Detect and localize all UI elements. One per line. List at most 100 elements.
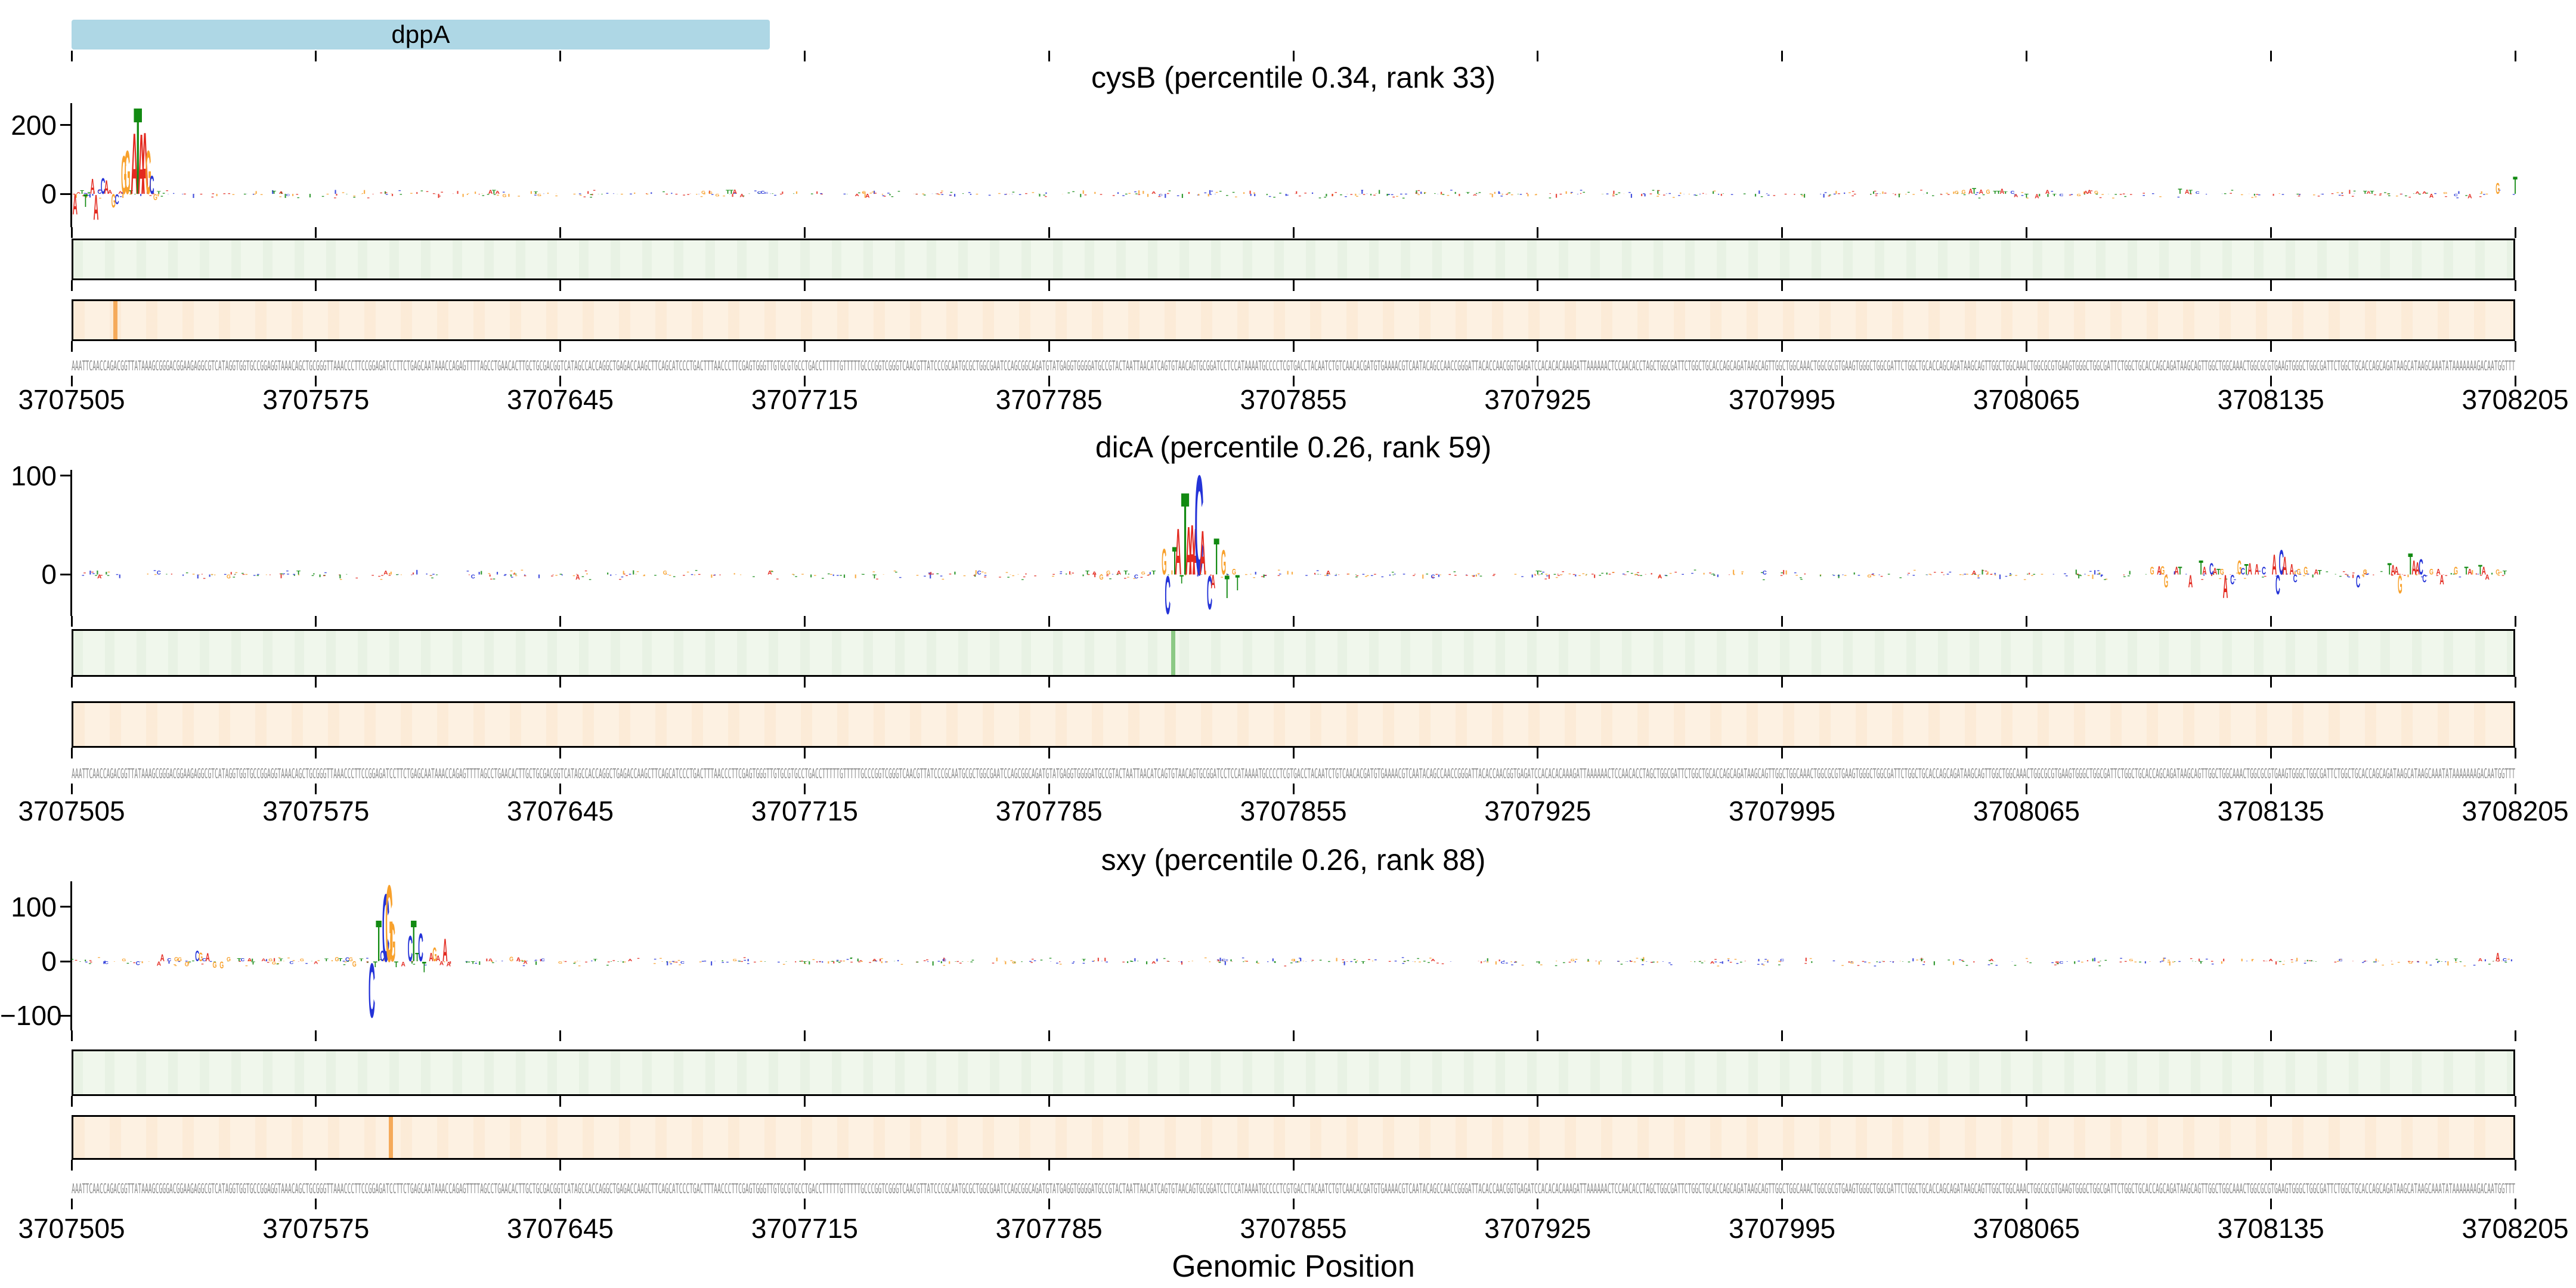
- logo-letter-G: G: [2094, 190, 2098, 195]
- logo-noise-speck: [1414, 961, 1416, 962]
- x-tick: [1537, 1199, 1539, 1209]
- logo-letter-C: C: [418, 925, 423, 970]
- x-tick: [1048, 784, 1050, 794]
- x-tick: [1781, 616, 1784, 627]
- x-tick: [1292, 784, 1295, 794]
- logo-noise-speck: [2144, 961, 2146, 964]
- logo-noise-speck: [1122, 195, 1125, 196]
- logo-noise-speck: [1297, 961, 1299, 962]
- logo-noise-speck: [927, 961, 929, 962]
- logo-noise-speck: [1526, 193, 1528, 194]
- logo-noise-speck: [876, 578, 878, 580]
- logo-noise-speck: [771, 571, 773, 572]
- logo-noise-speck: [2075, 569, 2077, 575]
- logo-noise-speck: [2099, 197, 2102, 199]
- logo-noise-speck: [1082, 962, 1085, 964]
- logo-noise-speck: [188, 961, 190, 964]
- logo-noise-speck: [785, 961, 787, 962]
- logo-noise-speck: [949, 194, 952, 196]
- x-tick: [2025, 1199, 2027, 1209]
- logo-noise-speck: [832, 574, 834, 576]
- logo-letter-A: A: [1151, 191, 1156, 194]
- logo-noise-speck: [2334, 574, 2336, 575]
- x-tick: [1537, 748, 1539, 758]
- gene-annotation-dppA[interactable]: dppA: [72, 20, 770, 49]
- y-tick: [60, 573, 70, 575]
- logo-noise-speck: [521, 569, 524, 571]
- logo-noise-speck: [1625, 574, 1627, 575]
- logo-noise-speck: [1363, 194, 1366, 195]
- logo-noise-speck: [2342, 571, 2345, 572]
- logo-noise-speck: [1823, 194, 1825, 198]
- logo-noise-speck: [1641, 194, 1643, 196]
- logo-letter-G: G: [112, 191, 116, 212]
- logo-noise-speck: [257, 574, 259, 575]
- logo-noise-speck: [1424, 192, 1426, 193]
- logo-noise-speck: [280, 191, 283, 194]
- logo-noise-speck: [819, 961, 821, 962]
- logo-noise-speck: [364, 190, 366, 194]
- logo-letter-A: A: [90, 175, 95, 199]
- logo-noise-speck: [1209, 961, 1210, 962]
- logo-noise-speck: [1757, 964, 1760, 965]
- logo-noise-speck: [429, 575, 432, 577]
- logo-noise-speck: [2100, 574, 2103, 577]
- logo-noise-speck: [1210, 574, 1212, 576]
- x-tick: [559, 1160, 562, 1171]
- logo-noise-speck: [1693, 569, 1696, 571]
- x-tick: [2025, 616, 2027, 627]
- logo-noise-speck: [367, 197, 370, 199]
- logo-letter-T: T: [296, 570, 301, 576]
- x-tick: [803, 1030, 806, 1041]
- logo-noise-speck: [2159, 196, 2162, 197]
- logo-noise-speck: [99, 197, 101, 199]
- logo-noise-speck: [637, 958, 640, 959]
- logo-noise-speck: [1436, 962, 1439, 964]
- x-tick: [1781, 1096, 1784, 1107]
- logo-noise-speck: [575, 574, 578, 575]
- logo-noise-speck: [1163, 958, 1166, 959]
- logo-letter-C: C: [761, 190, 765, 194]
- logo-noise-speck: [2129, 194, 2132, 195]
- logo-noise-speck: [795, 191, 798, 194]
- logo-noise-speck: [2460, 961, 2462, 962]
- x-tick: [2025, 280, 2027, 291]
- logo-letter-A: A: [442, 933, 448, 969]
- logo-letter-A: A: [488, 190, 493, 196]
- logo-noise-speck: [1072, 191, 1075, 193]
- logo-letter-T: T: [1172, 539, 1178, 584]
- logo-noise-speck: [1361, 190, 1363, 194]
- logo-letter-T: T: [1535, 570, 1540, 576]
- logo-noise-speck: [535, 961, 537, 965]
- logo-noise-speck: [1253, 192, 1255, 194]
- x-tick: [1537, 1030, 1539, 1041]
- logo-noise-speck: [1440, 191, 1442, 194]
- x-tick-label: 3708065: [1973, 384, 2080, 415]
- logo-noise-speck: [930, 574, 931, 579]
- logo-noise-speck: [2077, 574, 2079, 575]
- logo-noise-speck: [1230, 959, 1232, 962]
- logo-noise-speck: [1690, 961, 1692, 962]
- logo-noise-speck: [1134, 958, 1136, 962]
- logo-noise-speck: [1316, 570, 1319, 571]
- x-tick: [2514, 616, 2516, 627]
- logo-noise-speck: [1010, 574, 1011, 575]
- logo-noise-speck: [1962, 961, 1965, 962]
- x-tick: [2514, 376, 2516, 386]
- logo-noise-speck: [1356, 196, 1358, 197]
- logo-noise-speck: [1335, 192, 1337, 193]
- x-tick: [70, 1030, 73, 1041]
- logo-noise-speck: [1033, 960, 1036, 961]
- logo-noise-speck: [119, 574, 120, 578]
- logo-noise-speck: [831, 961, 834, 962]
- logo-noise-speck: [859, 960, 862, 961]
- logo-noise-speck: [962, 193, 964, 194]
- logo-noise-speck: [1871, 574, 1874, 575]
- logo-letter-A: A: [2035, 194, 2039, 200]
- logo-noise-speck: [810, 193, 813, 194]
- logo-noise-speck: [228, 193, 231, 194]
- logo-noise-speck: [292, 960, 295, 961]
- logo-noise-speck: [695, 569, 698, 571]
- logo-letter-T: T: [129, 190, 133, 196]
